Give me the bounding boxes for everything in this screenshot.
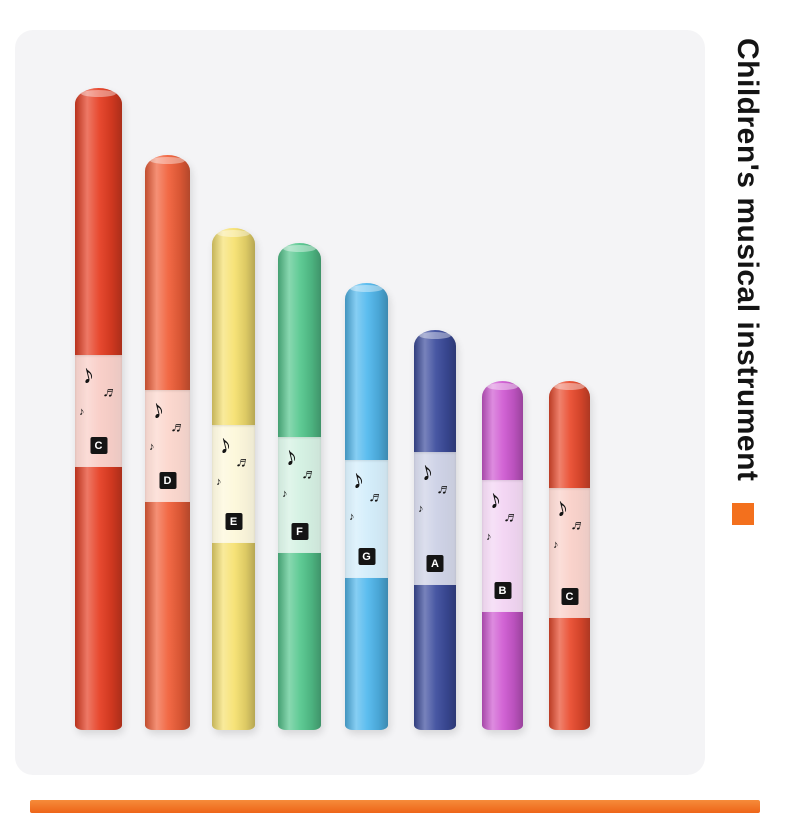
note-letter: A bbox=[431, 557, 439, 570]
music-note-icon: ♪ bbox=[551, 490, 572, 524]
note-letter-badge: A bbox=[426, 555, 444, 572]
note-sticker: ♪ ♬ ♪ F bbox=[278, 437, 321, 553]
music-note-icon: ♬ bbox=[300, 464, 319, 485]
music-note-icon: ♪ bbox=[214, 427, 235, 461]
music-note-icon: ♪ bbox=[347, 462, 368, 496]
tube-note-e: ♪ ♬ ♪ E bbox=[212, 228, 255, 730]
music-note-icon: ♬ bbox=[569, 515, 588, 536]
music-note-icon: ♪ bbox=[552, 538, 560, 552]
music-note-icon: ♪ bbox=[484, 482, 505, 516]
note-letter: E bbox=[229, 515, 238, 528]
music-note-icon: ♪ bbox=[147, 392, 168, 426]
note-sticker: ♪ ♬ ♪ A bbox=[414, 452, 456, 585]
music-note-icon: ♪ bbox=[280, 439, 301, 473]
note-letter-badge: B bbox=[494, 582, 511, 599]
note-letter: F bbox=[296, 525, 303, 538]
tube-note-c-low: ♪ ♬ ♪ C bbox=[549, 381, 590, 730]
music-note-icon: ♬ bbox=[101, 382, 120, 403]
music-note-icon: ♪ bbox=[281, 487, 289, 501]
note-letter: D bbox=[163, 474, 172, 487]
note-sticker: ♪ ♬ ♪ E bbox=[212, 425, 255, 543]
note-letter: C bbox=[94, 439, 103, 452]
note-letter-badge: F bbox=[291, 523, 308, 540]
accent-square bbox=[732, 503, 754, 525]
tube-note-f: ♪ ♬ ♪ F bbox=[278, 243, 321, 730]
bottom-accent-bar bbox=[30, 800, 760, 813]
tube-note-g: ♪ ♬ ♪ G bbox=[345, 283, 388, 730]
note-sticker: ♪ ♬ ♪ B bbox=[482, 480, 523, 612]
note-sticker: ♪ ♬ ♪ G bbox=[345, 460, 388, 578]
music-note-icon: ♬ bbox=[367, 487, 386, 508]
tube-note-a: ♪ ♬ ♪ A bbox=[414, 330, 456, 730]
note-sticker: ♪ ♬ ♪ D bbox=[145, 390, 190, 502]
note-letter-badge: C bbox=[561, 588, 578, 605]
note-letter-badge: C bbox=[90, 437, 107, 454]
note-sticker: ♪ ♬ ♪ C bbox=[75, 355, 122, 467]
music-note-icon: ♪ bbox=[485, 530, 493, 544]
music-note-icon: ♪ bbox=[77, 357, 98, 391]
note-letter-badge: E bbox=[225, 513, 242, 530]
music-note-icon: ♪ bbox=[215, 475, 223, 489]
tube-note-c-high: ♪ ♬ ♪ C bbox=[75, 88, 122, 730]
tube-note-d: ♪ ♬ ♪ D bbox=[145, 155, 190, 730]
tube-note-b: ♪ ♬ ♪ B bbox=[482, 381, 523, 730]
note-letter: C bbox=[565, 590, 574, 603]
note-letter-badge: G bbox=[358, 548, 375, 565]
music-note-icon: ♪ bbox=[148, 440, 156, 454]
music-note-icon: ♬ bbox=[435, 479, 454, 500]
vertical-slogan: Children's musical instrument bbox=[731, 38, 764, 482]
music-note-icon: ♬ bbox=[502, 507, 521, 528]
note-letter-badge: D bbox=[159, 472, 176, 489]
note-letter: B bbox=[498, 584, 507, 597]
music-note-icon: ♪ bbox=[348, 510, 356, 524]
note-letter: G bbox=[362, 550, 371, 563]
music-note-icon: ♪ bbox=[417, 502, 425, 516]
note-sticker: ♪ ♬ ♪ C bbox=[549, 488, 590, 618]
music-note-icon: ♬ bbox=[234, 452, 253, 473]
music-note-icon: ♬ bbox=[169, 417, 188, 438]
music-note-icon: ♪ bbox=[416, 454, 437, 488]
music-note-icon: ♪ bbox=[78, 405, 86, 419]
product-card-background: ♪ ♬ ♪ C ♪ ♬ ♪ D ♪ ♬ ♪ bbox=[15, 30, 705, 775]
